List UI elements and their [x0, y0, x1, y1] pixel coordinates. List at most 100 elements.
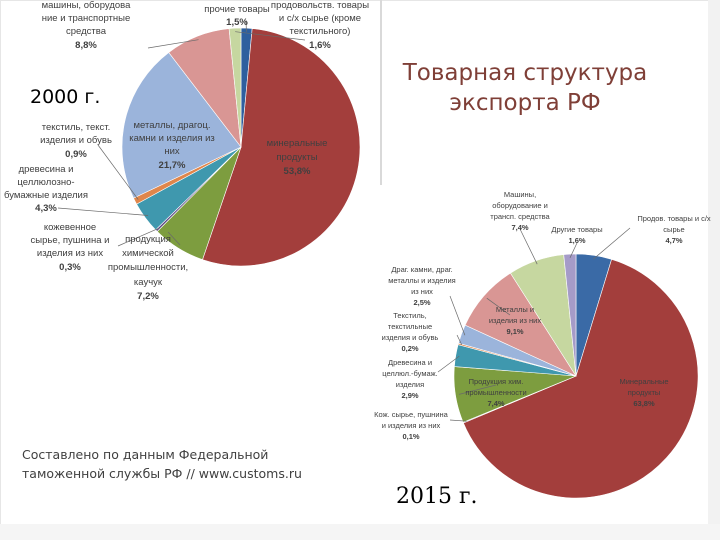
pie-2-label-2: трансп. средства	[490, 212, 550, 221]
pie-2000-slices	[121, 27, 361, 267]
pie-2-label-3: 7,4%	[511, 223, 528, 232]
year-2000-label: 2000 г.	[30, 86, 101, 108]
pie-2-leader-7	[459, 384, 497, 395]
pie-2-label-28: продукты	[628, 388, 661, 397]
pie-2-label-21: целлюл.-бумаж.	[382, 369, 438, 378]
pie-1-label-10: текстиль, текст.	[42, 122, 110, 133]
pie-2-leader-1	[569, 242, 578, 258]
pie-2-label-5: 1,6%	[568, 236, 585, 245]
pie-1-label-5: 1,5%	[226, 17, 248, 28]
pie-1-leader-3	[97, 144, 139, 200]
source-line-2: таможенной службы РФ // www.customs.ru	[22, 466, 302, 481]
pie-2-leader-5	[456, 334, 463, 346]
pie-2-leader-0	[519, 228, 538, 265]
pie-2-label-25: промышленности	[465, 388, 526, 397]
pie-1-slice-8	[228, 27, 242, 148]
pie-2-label-24: Продукция хим.	[469, 377, 524, 386]
pie-2-label-23: 2,9%	[401, 391, 418, 400]
pie-2-label-27: Минеральные	[619, 377, 668, 386]
pie-2015-labels: Машины, оборудование и трансп. средства 7,4…	[374, 190, 711, 441]
pie-2000-labels: машины, оборудова ние и транспортные средс…	[4, 0, 369, 302]
pie-2-label-9: Драг. камни, драг.	[391, 265, 452, 274]
pie-1-label-15: них	[164, 146, 180, 157]
pie-2015-slices	[453, 253, 699, 499]
pie-2-label-6: Продов. товары и с/х	[637, 214, 711, 223]
pie-1-label-11: изделия и обувь	[40, 135, 112, 146]
pie-1-label-4: прочие товары	[204, 4, 270, 15]
pie-2-label-1: оборудование и	[492, 201, 548, 210]
pie-1-label-2: средства	[66, 26, 107, 37]
pie-1-label-19: 53,8%	[284, 166, 311, 177]
pie-2-label-4: Другие товары	[551, 225, 602, 234]
pie-2-label-17: текстильные	[388, 322, 432, 331]
pie-1-label-30: промышленности,	[108, 262, 188, 273]
pie-1-label-32: 7,2%	[137, 291, 159, 302]
pie-2-label-11: из них	[411, 287, 433, 296]
pie-2-label-29: 63,8%	[633, 399, 655, 408]
pie-1-label-6: продовольств. товары	[271, 0, 369, 11]
pie-2-label-31: и изделия из них	[382, 421, 441, 430]
pie-2-label-10: металлы и изделия	[388, 276, 456, 285]
pie-2-slice-1	[463, 258, 699, 499]
bottom-edge-bar	[0, 524, 720, 540]
pie-1-leader-0	[147, 39, 199, 49]
source-note: Составлено по данным Федеральной таможен…	[22, 445, 362, 483]
pie-1-label-1: ние и транспортные	[42, 13, 131, 24]
pie-2-label-0: Машины,	[504, 190, 536, 199]
right-edge-bar	[708, 0, 720, 540]
pie-2-label-30: Кож. сырье, пушнина	[374, 410, 448, 419]
pie-1-leader-6	[167, 231, 181, 246]
pie-1-leader-5	[57, 207, 149, 216]
pie-1-label-7: и с/х сырье (кроме	[279, 13, 361, 24]
pie-1-label-9: 1,6%	[309, 40, 331, 51]
pie-1-label-13: металлы, драгоц.	[134, 120, 211, 131]
divider-line	[380, 0, 382, 185]
pie-2-leader-2	[593, 227, 631, 260]
pie-1-label-27: 0,3%	[59, 262, 81, 273]
pie-2-leader-6	[437, 355, 460, 373]
title-line-1: Товарная структура	[402, 60, 648, 86]
pie-2-label-18: изделия и обувь	[382, 333, 439, 342]
pie-1-slice-6	[121, 52, 242, 199]
pie-2-label-15: 9,1%	[506, 327, 523, 336]
pie-1-label-28: продукция	[125, 234, 171, 245]
pie-1-label-22: бумажные изделия	[4, 190, 88, 201]
pie-2-label-22: изделия	[396, 380, 424, 389]
pie-1-label-24: кожевенное	[44, 222, 96, 233]
pie-2-label-7: сырье	[663, 225, 684, 234]
pie-2000-leader-lines	[57, 19, 306, 247]
pie-1-label-18: продукты	[276, 152, 317, 163]
pie-2-leader-3	[449, 295, 466, 336]
pie-1-label-17: минеральные	[267, 138, 328, 149]
pie-1-label-3: 8,8%	[75, 40, 97, 51]
pie-2-label-32: 0,1%	[402, 432, 419, 441]
pie-2-slice-9	[563, 253, 577, 377]
pie-2-label-19: 0,2%	[401, 344, 418, 353]
year-2015-label: 2015 г.	[396, 484, 478, 509]
pie-1-label-14: камни и изделия из	[129, 133, 215, 144]
pie-2-label-16: Текстиль,	[393, 311, 426, 320]
pie-1-leader-4	[117, 227, 160, 247]
pie-2-label-20: Древесина и	[388, 358, 432, 367]
pie-1-label-31: каучук	[134, 277, 163, 288]
pie-1-label-12: 0,9%	[65, 149, 87, 160]
pie-1-label-25: сырье, пушнина и	[31, 235, 110, 246]
pie-1-label-21: целлюлозно-	[17, 177, 74, 188]
pie-1-label-26: изделия из них	[37, 248, 103, 259]
pie-1-label-29: химической	[122, 248, 174, 259]
pie-1-leader-2	[235, 31, 306, 41]
pie-1-label-16: 21,7%	[159, 160, 186, 171]
source-line-1: Составлено по данным Федеральной	[22, 447, 269, 462]
pie-1-label-0: машины, оборудова	[42, 0, 131, 11]
pie-2-label-8: 4,7%	[665, 236, 682, 245]
pie-1-label-23: 4,3%	[35, 203, 57, 214]
pie-2-leader-8	[449, 419, 467, 422]
pie-2-leader-4	[486, 297, 511, 316]
pie-1-label-20: древесина и	[19, 164, 74, 175]
pie-1-slice-1	[202, 28, 361, 267]
slide-title: Товарная структура экспорта РФ	[390, 58, 660, 118]
pie-2-label-26: 7,4%	[487, 399, 504, 408]
pie-2-label-14: изделия из них	[489, 316, 542, 325]
pie-2-label-13: Металлы и	[496, 305, 534, 314]
